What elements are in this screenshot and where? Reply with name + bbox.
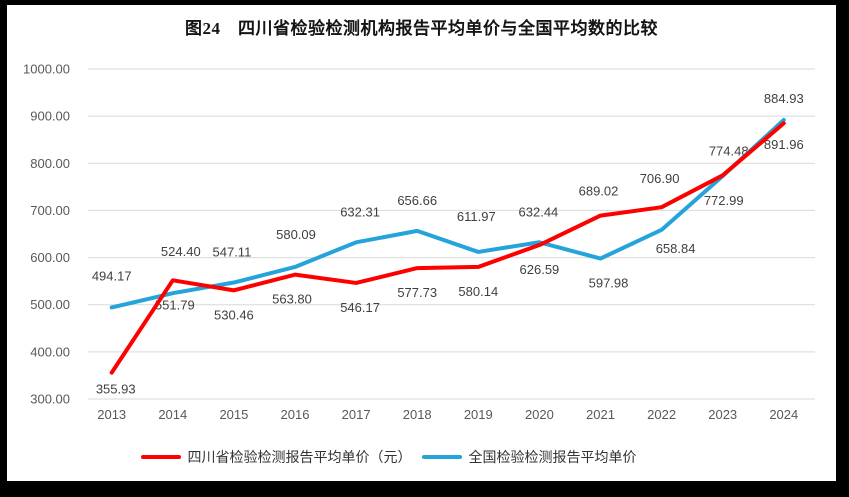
national-series-label: 全国检验检测报告平均单价 [468,449,637,465]
data-label: 494.17 [92,268,132,283]
data-label: 632.44 [519,204,559,219]
data-label: 580.09 [276,227,316,242]
x-axis-tick-label: 2020 [525,407,554,422]
legend-item-national: 全国检验检测报告平均单价 [421,447,637,467]
data-label: 884.93 [764,91,804,106]
sichuan-series-label: 四川省检验检测报告平均单价（元） [187,449,412,465]
x-axis-tick-label: 2017 [342,407,371,422]
x-axis-tick-label: 2018 [403,407,432,422]
data-label: 891.96 [764,137,804,152]
legend-item-sichuan: 四川省检验检测报告平均单价（元） [140,447,412,467]
national-series-swatch [421,455,462,459]
sichuan-series-swatch [140,455,181,459]
data-label: 580.14 [458,284,498,299]
national-series-line [109,117,786,310]
line-chart: 300.00 400.00 500.00 600.00 700.00 800.00 900.… [23,62,815,422]
data-label: 546.17 [340,300,380,315]
x-axis-tick-label: 2023 [708,407,737,422]
x-axis-tick-label: 2021 [586,407,615,422]
x-axis-tick-label: 2014 [158,407,187,422]
data-label: 563.80 [272,292,312,307]
chart-canvas: 图24 四川省检验检测机构报告平均单价与全国平均数的比较 300.00 400.0… [7,5,836,481]
data-label: 656.66 [397,193,437,208]
y-axis-tick-label: 700.00 [30,203,70,218]
x-axis-tick-label: 2024 [769,407,798,422]
y-axis-tick-label: 300.00 [30,392,70,407]
data-label: 597.98 [589,276,629,291]
x-axis-tick-label: 2016 [281,407,310,422]
data-label: 689.02 [579,184,619,199]
chart-legend: 四川省检验检测报告平均单价（元） 全国检验检测报告平均单价 [0,447,803,467]
y-axis-tick-label: 400.00 [30,344,70,359]
y-axis-tick-label: 900.00 [30,109,70,124]
x-axis-tick-label: 2022 [647,407,676,422]
sichuan-series-line [109,121,786,375]
data-label: 706.90 [640,171,680,186]
data-label: 551.79 [155,297,195,312]
data-label: 632.31 [340,204,380,219]
chart-title: 图24 四川省检验检测机构报告平均单价与全国平均数的比较 [185,19,658,38]
x-axis-tick-label: 2019 [464,407,493,422]
y-axis-tick-label: 600.00 [30,250,70,265]
data-label: 530.46 [214,307,254,322]
data-label: 772.99 [704,193,744,208]
data-label: 611.97 [457,209,496,224]
data-label: 626.59 [520,262,560,277]
data-label: 774.48 [709,143,749,158]
x-axis-tick-label: 2015 [219,407,248,422]
x-axis-tick-label: 2013 [97,407,126,422]
data-label: 355.93 [96,382,136,397]
data-label: 577.73 [397,285,437,300]
y-axis-tick-label: 1000.00 [23,62,70,77]
y-axis-tick-label: 500.00 [30,297,70,312]
data-label: 658.84 [656,241,696,256]
y-axis-tick-label: 800.00 [30,156,70,171]
data-label: 524.40 [161,244,201,259]
data-label: 547.11 [213,245,252,260]
